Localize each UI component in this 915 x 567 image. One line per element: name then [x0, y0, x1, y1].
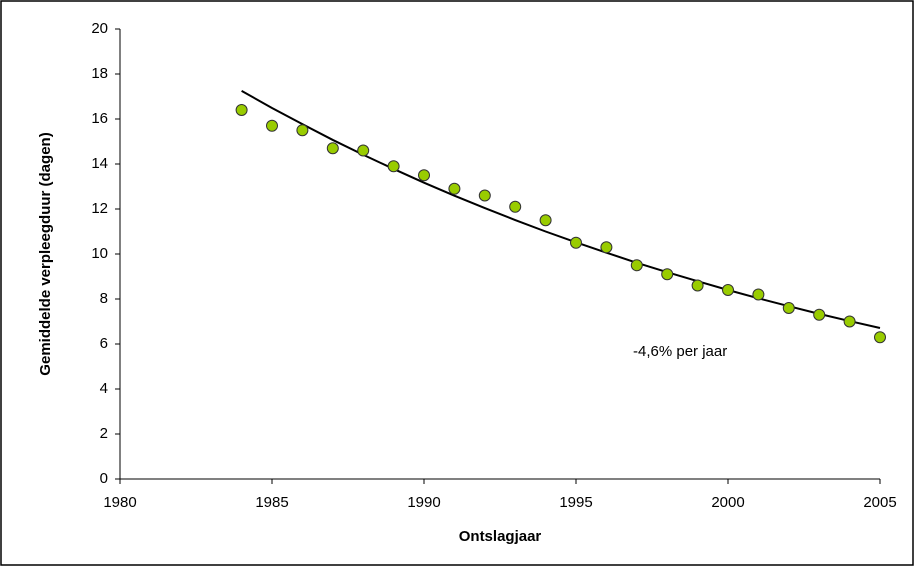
trend-line — [241, 90, 881, 329]
x-tick-label: 2000 — [711, 494, 744, 511]
x-axis-title: Ontslagjaar — [459, 528, 542, 545]
y-tick-label: 2 — [100, 425, 108, 442]
x-tick-label: 1980 — [103, 494, 136, 511]
x-tick-label: 1990 — [407, 494, 440, 511]
y-tick-label: 16 — [91, 110, 108, 127]
x-tick-label: 2005 — [863, 494, 896, 511]
scatter-point — [661, 268, 674, 281]
scatter-point — [722, 284, 734, 296]
scatter-point — [782, 302, 795, 314]
y-tick-label: 4 — [100, 380, 108, 397]
y-tick-label: 12 — [91, 200, 108, 217]
scatter-point — [478, 189, 491, 202]
scatter-point — [448, 182, 461, 195]
scatter-point — [326, 142, 339, 155]
scatter-point — [509, 200, 522, 213]
scatter-point — [235, 104, 248, 116]
x-tick-label: 1985 — [255, 494, 288, 511]
scatter-point — [691, 279, 704, 292]
scatter-point — [387, 160, 400, 173]
scatter-point — [418, 169, 430, 182]
scatter-point — [752, 288, 765, 301]
y-tick-label: 10 — [91, 245, 108, 262]
x-tick-label: 1995 — [559, 494, 592, 511]
scatter-point — [874, 331, 886, 344]
y-tick-label: 0 — [100, 470, 108, 487]
scatter-point — [296, 124, 309, 137]
y-tick-label: 20 — [91, 20, 108, 37]
y-tick-label: 18 — [91, 65, 108, 82]
scatter-point — [357, 144, 370, 157]
scatter-point — [539, 214, 552, 227]
y-axis-title: Gemiddelde verpleegduur (dagen) — [37, 132, 54, 375]
y-tick-label: 8 — [100, 290, 108, 307]
scatter-point — [843, 315, 856, 328]
annotation: -4,6% per jaar — [633, 343, 727, 360]
scatter-point — [570, 236, 582, 249]
scatter-point — [600, 241, 613, 254]
scatter-point — [266, 119, 278, 132]
scatter-point — [813, 308, 826, 321]
scatter-point — [630, 259, 643, 272]
y-tick-label: 6 — [100, 335, 108, 352]
y-tick-label: 14 — [91, 155, 108, 172]
